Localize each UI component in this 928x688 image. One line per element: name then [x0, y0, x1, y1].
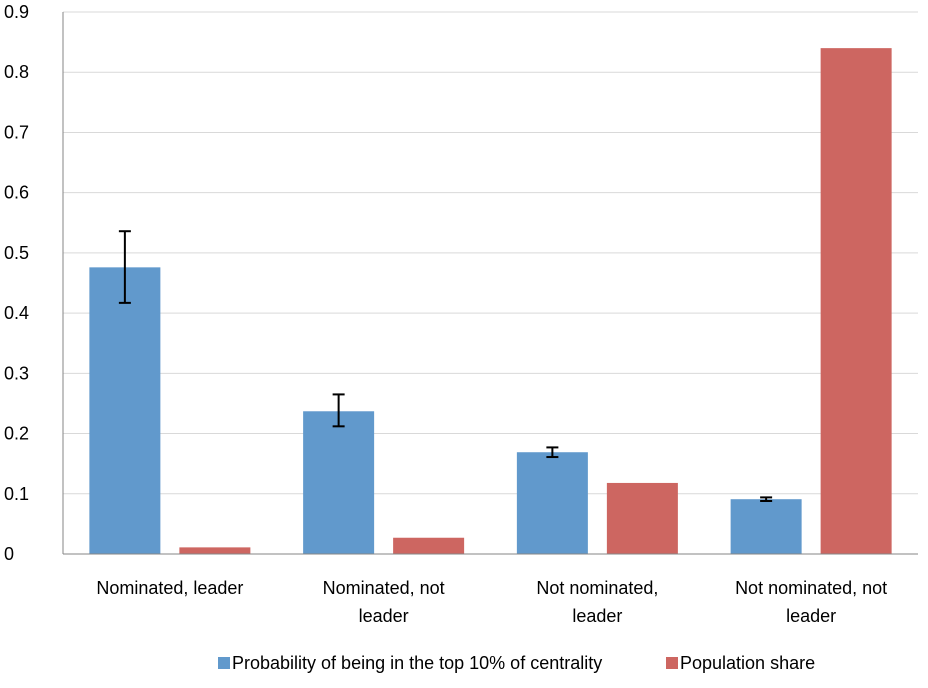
bar-probability: [303, 411, 375, 554]
bars: [89, 48, 892, 555]
legend: Probability of being in the top 10% of c…: [218, 653, 815, 673]
x-tick-label-line: leader: [572, 606, 622, 626]
x-tick-label: Nominated, not leader: [323, 578, 445, 626]
x-tick-label-line: leader: [359, 606, 409, 626]
legend-item-population-share: Population share: [666, 653, 815, 673]
bar-probability: [89, 267, 161, 554]
x-tick-label: Not nominated, not leader: [735, 578, 887, 626]
y-tick-label: 0.5: [4, 243, 29, 263]
x-tick-label-line: Nominated, leader: [96, 578, 243, 598]
bar-probability: [516, 452, 588, 554]
bar-population-share: [820, 48, 892, 555]
y-tick-label: 0.4: [4, 303, 29, 323]
y-tick-label: 0: [4, 544, 14, 564]
x-tick-label-line: Not nominated,: [536, 578, 658, 598]
y-tick-label: 0.8: [4, 62, 29, 82]
x-tick-labels: Nominated, leader Nominated, not leaderNot…: [96, 578, 887, 626]
x-tick-label-line: Nominated, not: [323, 578, 445, 598]
x-tick-label: Nominated, leader: [96, 578, 243, 598]
y-tick-labels: 0 0.1 0.2 0.3 0.4 0.5 0.6 0.7 0.8 0.9: [4, 2, 29, 564]
y-tick-label: 0.3: [4, 363, 29, 383]
error-bars: [118, 230, 773, 503]
legend-label-probability: Probability of being in the top 10% of c…: [232, 653, 602, 673]
legend-swatch-probability: [218, 657, 230, 669]
legend-label-population-share: Population share: [680, 653, 815, 673]
legend-item-probability: Probability of being in the top 10% of c…: [218, 653, 602, 673]
x-tick-label: Not nominated, leader: [536, 578, 658, 626]
bar-population-share: [179, 547, 251, 554]
bar-probability: [730, 499, 802, 554]
x-tick-label-line: Not nominated, not: [735, 578, 887, 598]
x-tick-label-line: leader: [786, 606, 836, 626]
y-tick-label: 0.9: [4, 2, 29, 22]
gridlines: [63, 11, 918, 495]
y-tick-label: 0.7: [4, 122, 29, 142]
bar-population-share: [393, 537, 465, 554]
y-tick-label: 0.6: [4, 183, 29, 203]
y-tick-label: 0.1: [4, 484, 29, 504]
legend-swatch-population-share: [666, 657, 678, 669]
axes: [62, 12, 918, 555]
bar-population-share: [606, 482, 678, 554]
y-tick-label: 0.2: [4, 424, 29, 444]
